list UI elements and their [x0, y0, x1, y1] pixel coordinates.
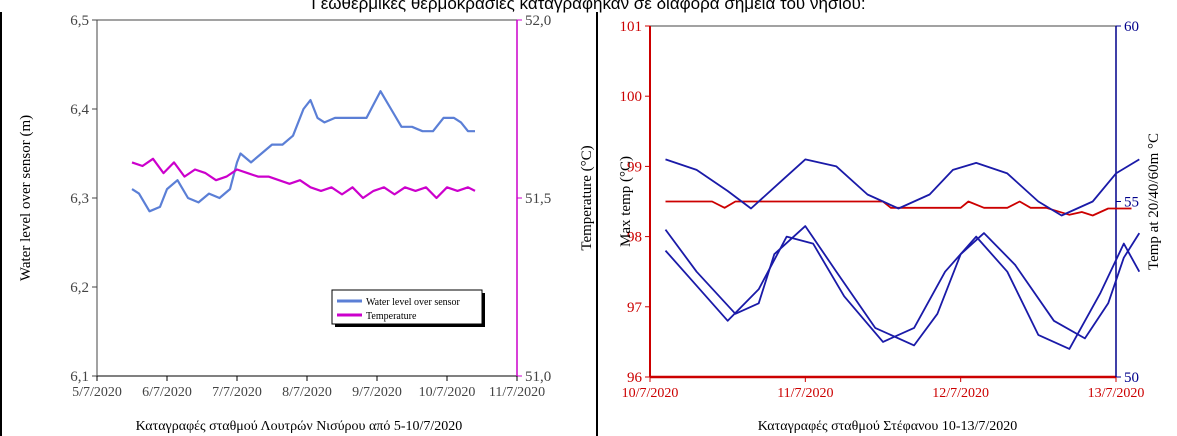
- left-y-tick-label: 99: [627, 159, 642, 175]
- left-y-axis-label: Water level over sensor (m): [18, 115, 34, 281]
- left-y-tick-label: 6,2: [70, 280, 89, 296]
- left-figure-panel: 6,1 6,2 6,3 6,4 6,5 51,0 51,5 52,0 5/7/2020 6/7/2…: [0, 12, 598, 436]
- series-line-2: [665, 158, 1140, 217]
- water-level-temperature-chart: 6,1 6,2 6,3 6,4 6,5 51,0 51,5 52,0 5/7/2020 6/7/2…: [18, 13, 595, 400]
- left-y-tick-label: 100: [620, 89, 643, 105]
- left-y-tick-label: 96: [627, 370, 643, 386]
- left-y-tick-label: 98: [627, 230, 642, 246]
- right-y-tick-label: 52,0: [525, 13, 551, 29]
- x-tick-label: 11/7/2020: [777, 386, 833, 401]
- x-tick-label: 10/7/2020: [622, 386, 679, 401]
- x-tick-label: 10/7/2020: [419, 385, 476, 400]
- legend-label: Temperature: [366, 311, 417, 322]
- x-tick-label: 9/7/2020: [352, 385, 402, 400]
- right-y-tick-label: 50: [1124, 370, 1139, 386]
- right-y-axis-label: Temp at 20/40/60m °C: [1146, 133, 1162, 270]
- right-y-tick-label: 51,5: [525, 191, 551, 207]
- left-y-tick-label: 6,5: [70, 13, 89, 29]
- x-tick-label: 11/7/2020: [489, 385, 545, 400]
- x-tick-label: 13/7/2020: [1088, 386, 1145, 401]
- right-y-tick-label: 51,0: [525, 369, 551, 385]
- right-y-axis-label: Temperature (°C): [579, 145, 595, 250]
- series-line-1: [665, 200, 1132, 217]
- left-y-tick-label: 6,1: [70, 369, 89, 385]
- x-tick-label: 6/7/2020: [142, 385, 192, 400]
- series-line-4: [664, 235, 1141, 350]
- legend-label: Water level over sensor: [366, 297, 461, 308]
- left-y-axis-label: Max temp (°C): [618, 156, 634, 247]
- left-y-tick-label: 97: [627, 300, 643, 316]
- series-line-3: [664, 225, 1141, 347]
- left-y-tick-label: 101: [620, 19, 643, 35]
- left-y-tick-label: 6,4: [70, 102, 89, 118]
- series-line-2: [131, 157, 476, 200]
- right-figure-caption: Καταγραφές σταθμού Στέφανου 10-13/7/2020: [757, 419, 1018, 434]
- x-tick-label: 8/7/2020: [282, 385, 332, 400]
- x-tick-label: 5/7/2020: [72, 385, 122, 400]
- x-tick-label: 12/7/2020: [932, 386, 989, 401]
- top-caption: Γεωθερμικές θερμοκρασίες καταγράφηκαν σε…: [311, 0, 866, 13]
- station-temperature-chart: 96 97 98 99 100 101 50 55 60 10/7/2020 11/7/2020 12…: [618, 19, 1162, 401]
- left-figure-caption: Καταγραφές σταθμού Λουτρών Νισύρου από 5…: [135, 419, 463, 434]
- right-y-tick-label: 55: [1124, 195, 1139, 211]
- legend-box: [331, 289, 483, 325]
- right-figure-panel: 96 97 98 99 100 101 50 55 60 10/7/2020 11/7/2020 12…: [598, 12, 1177, 436]
- x-tick-label: 7/7/2020: [212, 385, 262, 400]
- right-y-tick-label: 60: [1124, 19, 1139, 35]
- series-line-1: [131, 90, 475, 213]
- left-y-tick-label: 6,3: [70, 191, 89, 207]
